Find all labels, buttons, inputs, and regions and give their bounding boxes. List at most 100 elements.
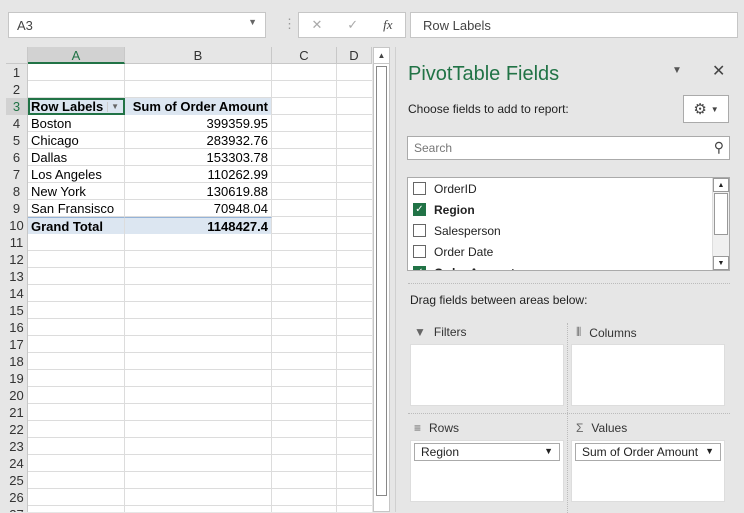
vertical-scrollbar[interactable]: ▲ — [373, 47, 390, 512]
cell-c[interactable] — [272, 506, 337, 512]
row-header[interactable]: 11 — [6, 234, 28, 251]
checkbox[interactable] — [413, 182, 426, 195]
row-header[interactable]: 18 — [6, 353, 28, 370]
cell-c[interactable] — [272, 302, 337, 319]
row-header[interactable]: 3 — [6, 98, 28, 115]
cell-d[interactable] — [337, 132, 372, 149]
cell-c[interactable] — [272, 132, 337, 149]
field-item[interactable]: Order Date — [413, 241, 493, 262]
cell-a[interactable] — [28, 370, 125, 387]
cell-d[interactable] — [337, 166, 372, 183]
cell-c[interactable] — [272, 404, 337, 421]
cell-a[interactable] — [28, 302, 125, 319]
scroll-thumb[interactable] — [714, 193, 728, 235]
spreadsheet-grid[interactable]: A B C D 1 2 3 Row Labels ▼ Sum of Order A… — [6, 47, 372, 512]
col-header-d[interactable]: D — [337, 47, 372, 64]
cell-b[interactable] — [125, 268, 272, 285]
cell-d[interactable] — [337, 421, 372, 438]
cell-b[interactable] — [125, 336, 272, 353]
cell-b[interactable] — [125, 285, 272, 302]
cell-a[interactable] — [28, 455, 125, 472]
cell-b[interactable] — [125, 404, 272, 421]
row-header[interactable]: 27 — [6, 506, 28, 512]
cell-d[interactable] — [337, 438, 372, 455]
cell-b[interactable] — [125, 421, 272, 438]
cell-a[interactable] — [28, 285, 125, 302]
filters-area[interactable] — [410, 344, 564, 406]
cell-d[interactable] — [337, 98, 372, 115]
cell-d[interactable] — [337, 234, 372, 251]
cell-c[interactable] — [272, 268, 337, 285]
cell-b[interactable]: 399359.95 — [125, 115, 272, 132]
cell-a[interactable]: New York — [28, 183, 125, 200]
row-header[interactable]: 7 — [6, 166, 28, 183]
checkbox[interactable]: ✓ — [413, 203, 426, 216]
cell-d[interactable] — [337, 319, 372, 336]
cell-b[interactable] — [125, 489, 272, 506]
cell-a[interactable] — [28, 489, 125, 506]
chevron-down-icon[interactable]: ▼ — [248, 17, 257, 27]
field-list-scrollbar[interactable]: ▲ ▼ — [712, 178, 729, 270]
cell-a[interactable]: Boston — [28, 115, 125, 132]
row-header[interactable]: 2 — [6, 81, 28, 98]
cell-d[interactable] — [337, 336, 372, 353]
columns-area[interactable] — [571, 344, 725, 406]
chevron-down-icon[interactable]: ▼ — [705, 446, 714, 456]
cell-a[interactable] — [28, 336, 125, 353]
cell-a[interactable]: Chicago — [28, 132, 125, 149]
row-header[interactable]: 14 — [6, 285, 28, 302]
cell-c[interactable] — [272, 115, 337, 132]
cell-d[interactable] — [337, 472, 372, 489]
formula-input[interactable]: Row Labels — [410, 12, 738, 38]
cell-d[interactable] — [337, 149, 372, 166]
cell-b[interactable] — [125, 455, 272, 472]
checkbox[interactable] — [413, 245, 426, 258]
row-header[interactable]: 24 — [6, 455, 28, 472]
row-header[interactable]: 15 — [6, 302, 28, 319]
cell-d[interactable] — [337, 506, 372, 512]
cancel-icon[interactable]: ✕ — [311, 17, 323, 32]
cell-c[interactable] — [272, 183, 337, 200]
field-item[interactable]: ✓ Order Amount — [413, 262, 515, 270]
row-header[interactable]: 22 — [6, 421, 28, 438]
row-header[interactable]: 9 — [6, 200, 28, 217]
cell-a[interactable] — [28, 81, 125, 98]
cell-b[interactable]: Sum of Order Amount — [125, 98, 272, 115]
row-header[interactable]: 10 — [6, 217, 28, 234]
chevron-down-icon[interactable]: ▼ — [544, 446, 553, 456]
filter-dropdown-icon[interactable]: ▼ — [107, 102, 119, 112]
cell-a[interactable]: Grand Total — [28, 217, 125, 234]
cell-a[interactable] — [28, 234, 125, 251]
cell-d[interactable] — [337, 217, 372, 234]
cell-c[interactable] — [272, 472, 337, 489]
cell-d[interactable] — [337, 115, 372, 132]
cell-d[interactable] — [337, 387, 372, 404]
cell-d[interactable] — [337, 200, 372, 217]
cell-c[interactable] — [272, 64, 337, 81]
row-header[interactable]: 13 — [6, 268, 28, 285]
settings-button[interactable]: ⚙ ▼ — [683, 95, 729, 123]
row-header[interactable]: 16 — [6, 319, 28, 336]
cell-c[interactable] — [272, 285, 337, 302]
row-header[interactable]: 23 — [6, 438, 28, 455]
row-header[interactable]: 5 — [6, 132, 28, 149]
cell-c[interactable] — [272, 200, 337, 217]
cell-d[interactable] — [337, 268, 372, 285]
select-all[interactable] — [6, 47, 28, 64]
row-header[interactable]: 4 — [6, 115, 28, 132]
cell-c[interactable] — [272, 319, 337, 336]
values-area[interactable]: Sum of Order Amount ▼ — [571, 440, 725, 502]
cell-c[interactable] — [272, 387, 337, 404]
cell-c[interactable] — [272, 370, 337, 387]
cell-a[interactable] — [28, 404, 125, 421]
cell-b[interactable] — [125, 506, 272, 512]
row-header[interactable]: 19 — [6, 370, 28, 387]
cell-a[interactable]: Dallas — [28, 149, 125, 166]
row-header[interactable]: 20 — [6, 387, 28, 404]
cell-b[interactable]: 110262.99 — [125, 166, 272, 183]
cell-b[interactable] — [125, 302, 272, 319]
field-item[interactable]: OrderID — [413, 178, 477, 199]
cell-b[interactable] — [125, 370, 272, 387]
enter-icon[interactable]: ✓ — [347, 17, 359, 32]
cell-d[interactable] — [337, 353, 372, 370]
